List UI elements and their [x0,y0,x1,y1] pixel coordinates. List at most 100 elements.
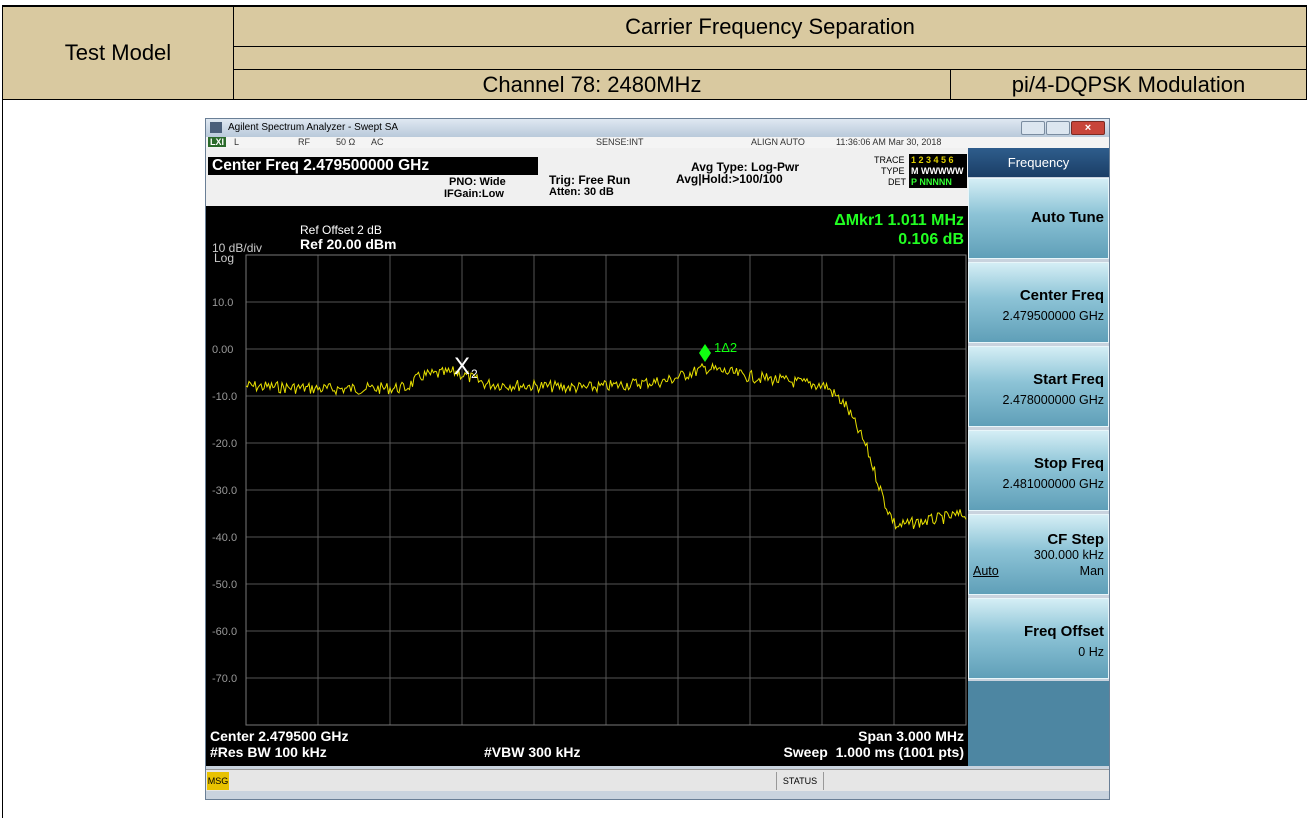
y-label: -20.0 [212,438,237,450]
scale: 10 dB/div [212,241,262,255]
softkey-value: 2.478000000 GHz [1002,393,1104,407]
status-item: 50 Ω [336,137,356,147]
softkey[interactable]: CF Step 300.000 kHz Auto Man [968,514,1109,595]
sweep: Sweep 1.000 ms (1001 pts) [783,744,964,760]
analyzer-window: Agilent Spectrum Analyzer - Swept SA × L… [205,118,1110,800]
settings-panel: Center Freq 2.479500000 GHz PNO: Wide IF… [206,148,968,206]
plot-frame [245,254,967,726]
marker-delta: ΔMkr1 1.011 MHz [834,212,964,229]
vbw: #VBW 300 kHz [484,744,580,760]
menu-title: Frequency [968,148,1109,177]
status-item: AC [371,137,384,147]
softkey[interactable]: Freq Offset 0 Hz [968,598,1109,679]
center: Center 2.479500 GHz [210,728,349,744]
trace-label: DET [888,177,906,187]
res-bw: #Res BW 100 kHz [210,744,327,760]
softkey[interactable]: Start Freq 2.478000000 GHz [968,346,1109,427]
y-label: 10.0 [212,297,233,309]
y-labels: 10.0 0.00 -10.0 -20.0 -30.0 -40.0 -50.0 -60.0 -7… [212,297,237,685]
empty-cell [233,46,1307,70]
marker1-label: 1Δ2 [714,340,737,355]
softkey-value: 0 Hz [1078,645,1104,659]
center-freq: Center Freq 2.479500000 GHz [212,157,430,174]
softkey-value: 2.479500000 GHz [1002,309,1104,323]
empty-key [968,681,1109,766]
atten: Atten: 30 dB [549,186,614,198]
softkey-label: Freq Offset [1023,623,1104,640]
center-freq-bar [208,157,538,175]
status: STATUS [776,772,824,790]
modulation: pi/4-DQPSK Modulation [1011,71,1246,97]
softkey-label: Auto Tune [1030,209,1104,226]
title-cell: Carrier Frequency Separation [233,6,1307,47]
trace-value: M WWWWW [911,166,964,176]
channel-cell: Channel 78: 2480MHz [233,69,951,100]
status-row: LXI L RF 50 Ω AC SENSE:INT ALIGN AUTO 11… [206,137,1109,148]
marker-value: 0.106 dB [898,231,964,248]
softkey-label: Start Freq [1033,371,1104,388]
table: Test Model Carrier Frequency Separation … [2,5,1307,100]
status-item: ALIGN AUTO [751,137,805,147]
status-item: L [234,137,240,147]
marker2: X [454,353,470,380]
y-label: -10.0 [212,391,237,403]
plot: Ref Offset 2 dB Ref 20.00 dBm 10 dB/div … [206,206,968,766]
marker2-sub: 2 [471,367,478,381]
avg-type: Avg Type: Log-Pwr [691,160,799,174]
y-label: -30.0 [212,485,237,497]
msg-text: MSG [207,776,229,786]
plot-background [206,206,968,766]
trace-box [909,154,967,188]
title-bar: Agilent Spectrum Analyzer - Swept SA × [206,119,1109,137]
test-model: Test Model [64,40,172,65]
trace [245,362,967,530]
maximize-button[interactable] [1046,121,1070,135]
close-button[interactable]: × [1071,121,1105,135]
y-label: -40.0 [212,532,237,544]
table-title: Carrier Frequency Separation [625,13,915,39]
channel: Channel 78: 2480MHz [482,71,702,97]
status-text: STATUS [782,776,818,786]
trace-value: P NNNNN [911,177,952,187]
trace-label: TYPE [881,166,905,176]
softkey-option: Auto [973,564,999,578]
ifgain: IFGain:Low [444,188,504,200]
minimize-button[interactable] [1021,121,1045,135]
grid [246,255,966,725]
status-item: SENSE:INT [596,137,644,147]
trace-label: TRACE [874,155,905,165]
y-label: -50.0 [212,579,237,591]
y-label: 0.00 [212,344,233,356]
trig: Trig: Free Run [549,173,631,187]
status-item: RF [298,137,310,147]
span: Span 3.000 MHz [858,728,964,744]
modulation-cell: pi/4-DQPSK Modulation [950,69,1307,100]
cell-border [2,98,3,818]
status-bar: MSG STATUS [206,769,1109,791]
y-label: -60.0 [212,626,237,638]
menu-title-text: Frequency [1007,155,1070,170]
softkey-label: CF Step [1047,531,1104,548]
y-label: -70.0 [212,673,237,685]
trace-value: 1 2 3 4 5 6 [911,155,954,165]
softkey-label: Stop Freq [1034,455,1104,472]
softkey-value: 300.000 kHz [1033,548,1104,562]
softkey-option: Man [1079,564,1104,578]
softkey[interactable]: Auto Tune [968,178,1109,259]
avg-hold: Avg|Hold:>100/100 [676,172,783,186]
ref-offset: Ref Offset 2 dB [300,223,382,237]
marker1 [699,344,711,362]
window-title: Agilent Spectrum Analyzer - Swept SA [228,122,399,133]
softkey[interactable]: Center Freq 2.479500000 GHz [968,262,1109,343]
test-model-cell: Test Model [2,6,234,100]
pno: PNO: Wide [449,176,506,188]
ref-level: Ref 20.00 dBm [300,236,396,252]
softkey-label: Center Freq [1019,287,1104,304]
status-item: 11:36:06 AM Mar 30, 2018 [836,137,942,147]
softkey[interactable]: Stop Freq 2.481000000 GHz [968,430,1109,511]
softkey-value: 2.481000000 GHz [1002,477,1104,491]
app-icon [210,122,222,133]
scale-type: Log [214,251,234,265]
msg: MSG [207,772,229,790]
